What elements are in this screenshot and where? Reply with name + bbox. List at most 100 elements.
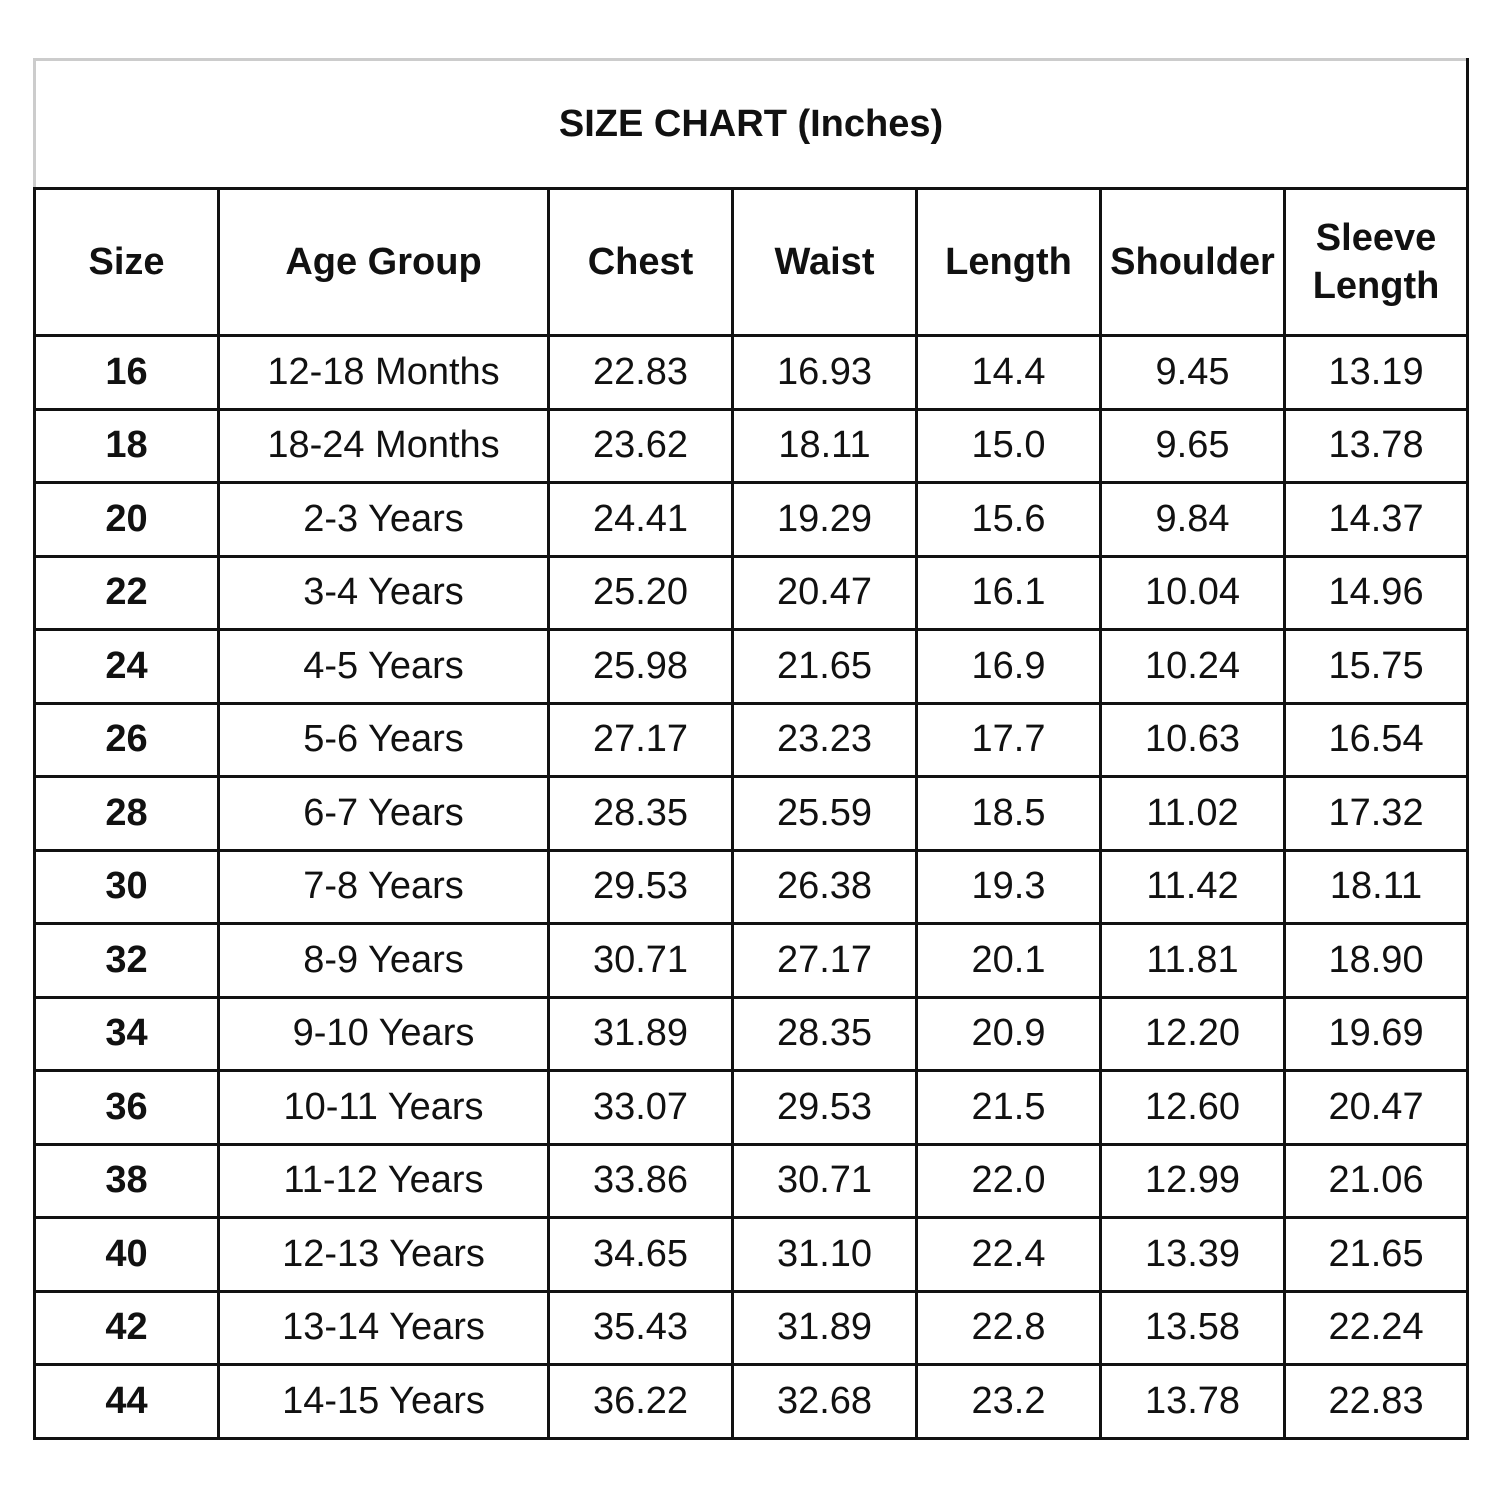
table-cell: 19.3 bbox=[915, 848, 1102, 925]
table-cell: 33.07 bbox=[547, 1069, 734, 1146]
table-cell: 12.60 bbox=[1099, 1069, 1286, 1146]
size-cell: 26 bbox=[33, 701, 220, 778]
table-cell: 3-4 Years bbox=[217, 554, 550, 631]
table-cell: 15.75 bbox=[1282, 628, 1470, 705]
size-cell: 22 bbox=[33, 554, 220, 631]
column-header: Waist bbox=[731, 187, 918, 337]
table-cell: 27.17 bbox=[731, 922, 918, 999]
table-row: 22 3-4 Years 25.20 20.47 16.1 10.04 14.96 bbox=[33, 554, 1470, 631]
table-cell: 14-15 Years bbox=[217, 1363, 550, 1440]
size-cell: 18 bbox=[33, 407, 220, 484]
table-cell: 36.22 bbox=[547, 1363, 734, 1440]
size-cell: 40 bbox=[33, 1216, 220, 1293]
table-cell: 4-5 Years bbox=[217, 628, 550, 705]
table-cell: 22.83 bbox=[547, 334, 734, 411]
table-cell: 35.43 bbox=[547, 1289, 734, 1366]
table-cell: 10-11 Years bbox=[217, 1069, 550, 1146]
size-cell: 24 bbox=[33, 628, 220, 705]
size-cell: 20 bbox=[33, 481, 220, 558]
table-cell: 23.62 bbox=[547, 407, 734, 484]
size-cell: 28 bbox=[33, 775, 220, 852]
table-row: 30 7-8 Years 29.53 26.38 19.3 11.42 18.11 bbox=[33, 848, 1470, 925]
table-row: 20 2-3 Years 24.41 19.29 15.6 9.84 14.37 bbox=[33, 481, 1470, 558]
table-cell: 18-24 Months bbox=[217, 407, 550, 484]
table-row: 24 4-5 Years 25.98 21.65 16.9 10.24 15.75 bbox=[33, 628, 1470, 705]
table-cell: 18.5 bbox=[915, 775, 1102, 852]
table-cell: 14.96 bbox=[1282, 554, 1470, 631]
table-cell: 26.38 bbox=[731, 848, 918, 925]
table-cell: 21.65 bbox=[1282, 1216, 1470, 1293]
table-cell: 11.02 bbox=[1099, 775, 1286, 852]
table-row: 16 12-18 Months 22.83 16.93 14.4 9.45 13.19 bbox=[33, 334, 1470, 411]
table-row: 18 18-24 Months 23.62 18.11 15.0 9.65 13.78 bbox=[33, 407, 1470, 484]
table-cell: 16.93 bbox=[731, 334, 918, 411]
table-cell: 13.39 bbox=[1099, 1216, 1286, 1293]
table-cell: 7-8 Years bbox=[217, 848, 550, 925]
table-cell: 9-10 Years bbox=[217, 995, 550, 1072]
table-cell: 13.78 bbox=[1282, 407, 1470, 484]
table-cell: 29.53 bbox=[547, 848, 734, 925]
table-cell: 8-9 Years bbox=[217, 922, 550, 999]
table-cell: 25.98 bbox=[547, 628, 734, 705]
table-cell: 23.2 bbox=[915, 1363, 1102, 1440]
table-cell: 6-7 Years bbox=[217, 775, 550, 852]
column-header: Sleeve Length bbox=[1282, 187, 1470, 337]
table-cell: 13.78 bbox=[1099, 1363, 1286, 1440]
table-cell: 22.8 bbox=[915, 1289, 1102, 1366]
table-row: 44 14-15 Years 36.22 32.68 23.2 13.78 22.83 bbox=[33, 1363, 1470, 1440]
table-cell: 20.47 bbox=[731, 554, 918, 631]
column-header: Size bbox=[33, 187, 220, 337]
table-cell: 19.29 bbox=[731, 481, 918, 558]
table-cell: 12-18 Months bbox=[217, 334, 550, 411]
table-cell: 5-6 Years bbox=[217, 701, 550, 778]
table-cell: 22.83 bbox=[1282, 1363, 1470, 1440]
table-cell: 24.41 bbox=[547, 481, 734, 558]
table-cell: 22.0 bbox=[915, 1142, 1102, 1219]
table-cell: 23.23 bbox=[731, 701, 918, 778]
table-row: 26 5-6 Years 27.17 23.23 17.7 10.63 16.54 bbox=[33, 701, 1470, 778]
table-cell: 10.63 bbox=[1099, 701, 1286, 778]
table-cell: 21.5 bbox=[915, 1069, 1102, 1146]
table-cell: 17.32 bbox=[1282, 775, 1470, 852]
table-cell: 10.24 bbox=[1099, 628, 1286, 705]
table-cell: 18.90 bbox=[1282, 922, 1470, 999]
table-cell: 20.9 bbox=[915, 995, 1102, 1072]
table-cell: 11.42 bbox=[1099, 848, 1286, 925]
table-cell: 25.59 bbox=[731, 775, 918, 852]
table-cell: 22.24 bbox=[1282, 1289, 1470, 1366]
table-cell: 14.37 bbox=[1282, 481, 1470, 558]
table-cell: 21.65 bbox=[731, 628, 918, 705]
table-cell: 27.17 bbox=[547, 701, 734, 778]
table-cell: 31.89 bbox=[547, 995, 734, 1072]
column-header: Chest bbox=[547, 187, 734, 337]
size-cell: 16 bbox=[33, 334, 220, 411]
table-cell: 13.58 bbox=[1099, 1289, 1286, 1366]
table-row: 38 11-12 Years 33.86 30.71 22.0 12.99 21.06 bbox=[33, 1142, 1470, 1219]
table-cell: 13-14 Years bbox=[217, 1289, 550, 1366]
table-cell: 11.81 bbox=[1099, 922, 1286, 999]
table-cell: 29.53 bbox=[731, 1069, 918, 1146]
column-header: Shoulder bbox=[1099, 187, 1286, 337]
table-cell: 15.0 bbox=[915, 407, 1102, 484]
size-chart: SIZE CHART (Inches) Size Age Group Chest Wa… bbox=[32, 58, 1470, 1440]
table-cell: 16.9 bbox=[915, 628, 1102, 705]
table-cell: 31.10 bbox=[731, 1216, 918, 1293]
size-table: SIZE CHART (Inches) Size Age Group Chest Wa… bbox=[32, 58, 1470, 1440]
table-cell: 11-12 Years bbox=[217, 1142, 550, 1219]
size-cell: 38 bbox=[33, 1142, 220, 1219]
table-cell: 2-3 Years bbox=[217, 481, 550, 558]
table-cell: 16.54 bbox=[1282, 701, 1470, 778]
table-cell: 22.4 bbox=[915, 1216, 1102, 1293]
table-cell: 19.69 bbox=[1282, 995, 1470, 1072]
table-cell: 28.35 bbox=[547, 775, 734, 852]
size-cell: 44 bbox=[33, 1363, 220, 1440]
table-cell: 20.47 bbox=[1282, 1069, 1470, 1146]
size-cell: 36 bbox=[33, 1069, 220, 1146]
column-header: Age Group bbox=[217, 187, 550, 337]
table-cell: 18.11 bbox=[1282, 848, 1470, 925]
table-cell: 9.84 bbox=[1099, 481, 1286, 558]
table-cell: 33.86 bbox=[547, 1142, 734, 1219]
title-row: SIZE CHART (Inches) bbox=[32, 58, 1470, 190]
size-cell: 42 bbox=[33, 1289, 220, 1366]
table-title: SIZE CHART (Inches) bbox=[32, 58, 1470, 190]
